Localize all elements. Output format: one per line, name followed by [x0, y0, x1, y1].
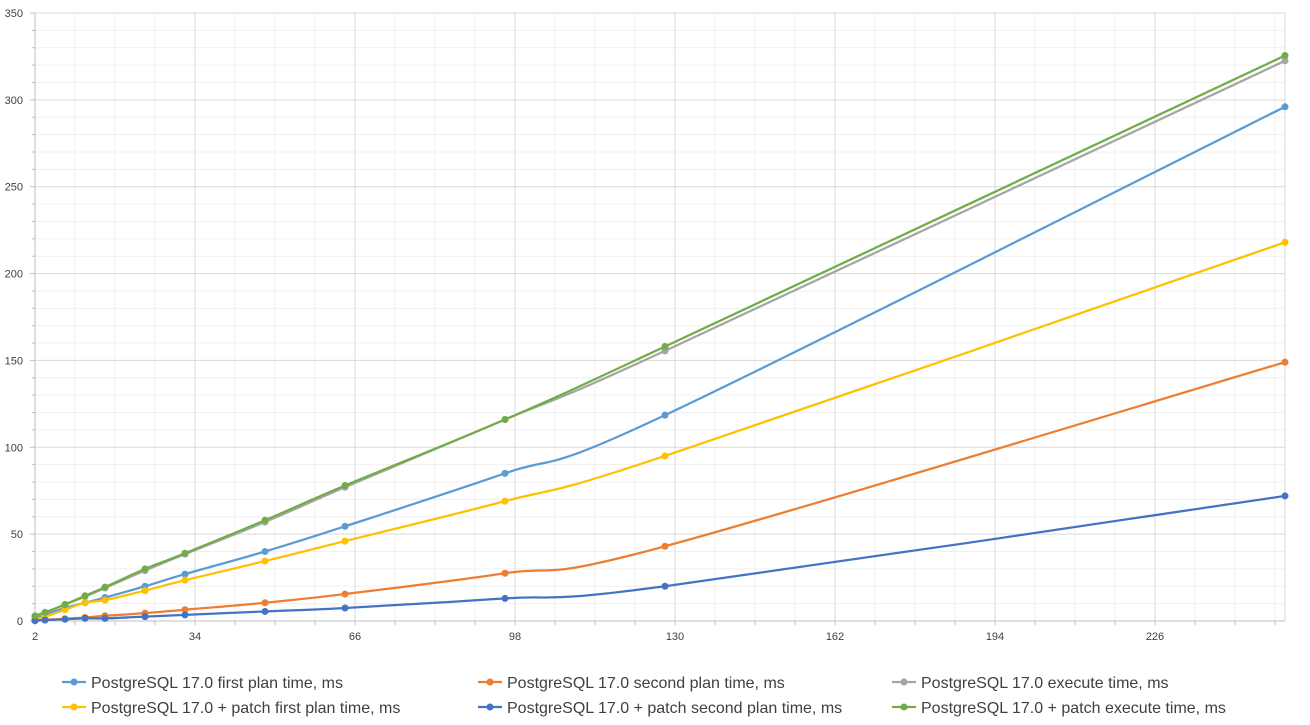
data-point [261, 599, 269, 607]
data-point [341, 522, 349, 530]
series-line [33, 54, 1287, 617]
data-point [41, 608, 49, 616]
grid [35, 12, 1286, 621]
data-point [261, 557, 269, 565]
series-5 [31, 492, 1289, 625]
series [31, 52, 1289, 625]
data-point [31, 612, 39, 620]
axes: 0 50 100 150 200 250 300 350 2 34 66 98 130 162 194 226 [5, 8, 1285, 643]
y-tick-label: 50 [11, 529, 23, 541]
legend-entry: PostgreSQL 17.0 + patch first plan time,… [62, 700, 400, 717]
data-point [661, 542, 669, 550]
data-point [61, 600, 69, 608]
data-point [41, 616, 49, 624]
y-tick-label: 250 [5, 182, 23, 194]
data-point [341, 604, 349, 612]
y-tick-label: 100 [5, 442, 23, 454]
x-tick-label: 66 [349, 631, 361, 643]
legend-entry: PostgreSQL 17.0 + patch second plan time… [478, 700, 842, 717]
legend-swatch-marker [900, 678, 908, 686]
legend-label: PostgreSQL 17.0 + patch execute time, ms [921, 700, 1226, 717]
series-2 [31, 358, 1289, 624]
data-point [181, 576, 189, 584]
data-point [261, 516, 269, 524]
data-point [181, 549, 189, 557]
data-point [181, 570, 189, 578]
data-point [501, 469, 509, 477]
data-point [1281, 57, 1289, 65]
y-tick-label: 350 [5, 8, 23, 20]
data-point [501, 569, 509, 577]
legend-label: PostgreSQL 17.0 second plan time, ms [507, 675, 785, 692]
legend-entry: PostgreSQL 17.0 + patch execute time, ms [892, 700, 1226, 717]
legend-label: PostgreSQL 17.0 first plan time, ms [91, 675, 343, 692]
x-tick-label: 34 [189, 631, 201, 643]
x-tick-label: 130 [666, 631, 684, 643]
x-tick-label: 2 [32, 631, 38, 643]
data-point [261, 607, 269, 615]
y-tick-label: 0 [17, 616, 23, 628]
data-point [61, 606, 69, 614]
legend-entry: PostgreSQL 17.0 second plan time, ms [478, 675, 785, 692]
legend-swatch-marker [486, 703, 494, 711]
data-point [501, 594, 509, 602]
data-point [101, 614, 109, 622]
data-point [1281, 103, 1289, 111]
data-point [341, 590, 349, 598]
legend-swatch-marker [70, 703, 78, 711]
data-point [181, 606, 189, 614]
data-point [1281, 492, 1289, 500]
legend-entry: PostgreSQL 17.0 first plan time, ms [62, 675, 343, 692]
data-point [31, 617, 39, 625]
data-point [141, 587, 149, 595]
data-point [661, 343, 669, 351]
data-point [661, 411, 669, 419]
y-tick-label: 200 [5, 269, 23, 281]
legend-swatch-marker [70, 678, 78, 686]
data-point [81, 599, 89, 607]
series-line [33, 105, 1287, 621]
data-point [101, 596, 109, 604]
data-point [501, 497, 509, 505]
data-point [1281, 238, 1289, 246]
y-tick-label: 150 [5, 355, 23, 367]
legend-swatch-marker [900, 703, 908, 711]
data-point [181, 611, 189, 619]
data-point [261, 548, 269, 556]
series-line [33, 494, 1287, 622]
legend-label: PostgreSQL 17.0 + patch second plan time… [507, 700, 842, 717]
series-6 [31, 52, 1289, 620]
x-tick-label: 226 [1146, 631, 1164, 643]
data-point [1281, 52, 1289, 60]
data-point [341, 537, 349, 545]
data-point [661, 582, 669, 590]
data-point [661, 452, 669, 460]
x-tick-label: 194 [986, 631, 1004, 643]
legend-label: PostgreSQL 17.0 execute time, ms [921, 675, 1169, 692]
data-point [1281, 358, 1289, 366]
data-point [101, 583, 109, 591]
legend-label: PostgreSQL 17.0 + patch first plan time,… [91, 700, 400, 717]
y-tick-label: 300 [5, 95, 23, 107]
data-point [501, 415, 509, 423]
x-tick-label: 98 [509, 631, 521, 643]
data-point [81, 592, 89, 600]
data-point [341, 482, 349, 490]
data-point [61, 615, 69, 623]
data-point [81, 614, 89, 622]
data-point [141, 565, 149, 573]
legend-swatch-marker [486, 678, 494, 686]
series-line [33, 361, 1287, 622]
data-point [141, 613, 149, 621]
series-1 [31, 103, 1289, 623]
x-tick-label: 162 [826, 631, 844, 643]
legend-entry: PostgreSQL 17.0 execute time, ms [892, 675, 1169, 692]
legend: PostgreSQL 17.0 first plan time, ms Postg… [62, 675, 1226, 717]
